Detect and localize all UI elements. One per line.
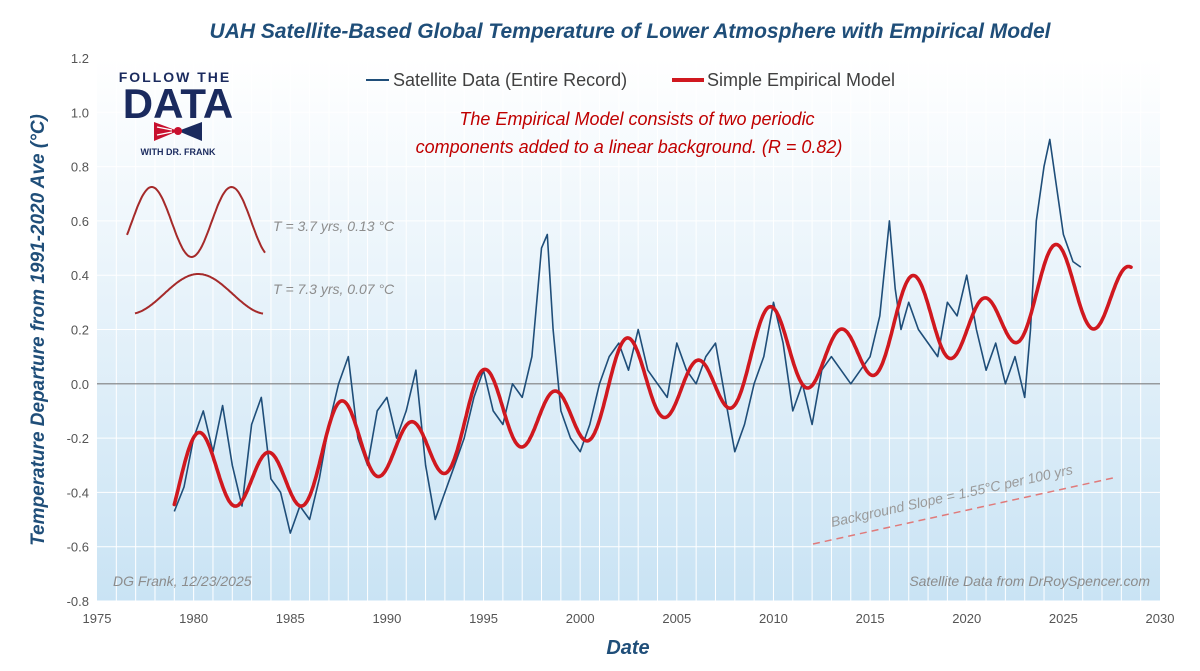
legend: Satellite Data (Entire Record) Simple Em… [366, 70, 895, 90]
x-tick-label: 1990 [372, 611, 401, 626]
component-2-label: T = 7.3 yrs, 0.07 °C [273, 281, 395, 297]
chart-title: UAH Satellite-Based Global Temperature o… [210, 20, 1052, 43]
x-tick-label: 1975 [83, 611, 112, 626]
bow-tie-icon [154, 122, 202, 141]
legend-label-model: Simple Empirical Model [707, 70, 895, 90]
x-tick-label: 2015 [856, 611, 885, 626]
data-source-label: Satellite Data from DrRoySpencer.com [909, 573, 1150, 589]
y-tick-label: -0.2 [67, 431, 89, 446]
y-tick-label: 1.0 [71, 105, 89, 120]
x-tick-label: 2030 [1146, 611, 1175, 626]
y-tick-label: 0.2 [71, 323, 89, 338]
y-tick-label: -0.8 [67, 594, 89, 609]
model-description-line-2: components added to a linear background.… [416, 137, 843, 157]
y-tick-label: -0.6 [67, 540, 89, 555]
y-tick-label: 0.4 [71, 268, 89, 283]
x-tick-label: 2020 [952, 611, 981, 626]
logo-bottom-text: WITH DR. FRANK [141, 147, 216, 157]
model-description-line-1: The Empirical Model consists of two peri… [459, 109, 814, 129]
y-tick-label: 0.6 [71, 214, 89, 229]
logo-top-text: FOLLOW THE [119, 69, 232, 85]
component-1-label: T = 3.7 yrs, 0.13 °C [273, 218, 395, 234]
x-tick-label: 2005 [662, 611, 691, 626]
x-tick-label: 1985 [276, 611, 305, 626]
legend-label-satellite: Satellite Data (Entire Record) [393, 70, 627, 90]
x-tick-label: 2000 [566, 611, 595, 626]
component-3-7yr-curve [126, 185, 266, 259]
empirical-model-line [172, 242, 1133, 508]
background-slope-line [812, 477, 1114, 545]
gridlines [97, 57, 1160, 602]
y-tick-label: 0.0 [71, 377, 89, 392]
y-tick-label: 0.8 [71, 160, 89, 175]
x-axis-label: Date [606, 637, 649, 659]
y-axis-label: Temperature Departure from 1991-2020 Ave… [28, 114, 49, 546]
author-date-label: DG Frank, 12/23/2025 [113, 573, 252, 589]
y-tick-label: 1.2 [71, 51, 89, 66]
x-tick-label: 1995 [469, 611, 498, 626]
y-tick-label: -0.4 [67, 485, 89, 500]
x-tick-label: 1980 [179, 611, 208, 626]
x-tick-label: 2025 [1049, 611, 1078, 626]
axis-tick-labels: 1975 1980 1985 1990 1995 2000 2005 2010 2015 2020… [67, 51, 1175, 626]
logo-main-text: DATA [123, 80, 233, 127]
component-7-3yr-curve [134, 273, 264, 315]
follow-the-data-logo: FOLLOW THE DATA WITH DR. FRANK [119, 69, 233, 157]
x-tick-label: 2010 [759, 611, 788, 626]
